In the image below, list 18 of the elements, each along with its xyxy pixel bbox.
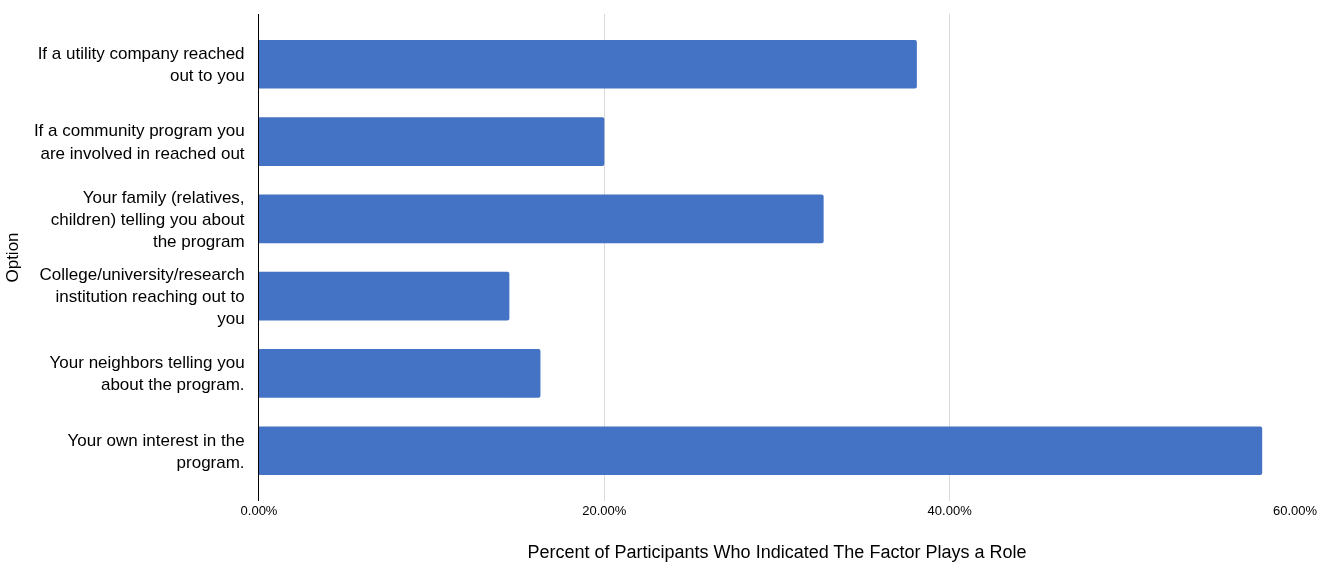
y-tick-label: Your family (relatives, children) telling you about the program xyxy=(50,187,245,251)
bar xyxy=(259,271,510,321)
x-tick-label: 60.00% xyxy=(1272,503,1318,518)
bar xyxy=(259,426,1263,476)
bar xyxy=(259,39,917,89)
y-tick-label: Your own interest in the program. xyxy=(67,430,245,472)
x-tick-label: 0.00% xyxy=(240,503,278,518)
x-axis-title: Percent of Participants Who Indicated The Factor Plays a Role xyxy=(527,542,1027,563)
y-tick-label: If a community program you are involved in reached out xyxy=(33,121,245,163)
x-tick-label: 40.00% xyxy=(927,503,973,518)
bar xyxy=(259,194,824,244)
bar xyxy=(259,117,605,166)
y-tick-label: Your neighbors telling you about the program. xyxy=(49,353,245,395)
bar xyxy=(259,349,541,398)
y-tick-label: College/university/research institution reaching out to you xyxy=(39,265,245,329)
y-axis-title: Option xyxy=(3,232,23,283)
y-tick-label: If a utility company reached out to you xyxy=(37,44,245,86)
x-tick-label: 20.00% xyxy=(582,503,627,518)
